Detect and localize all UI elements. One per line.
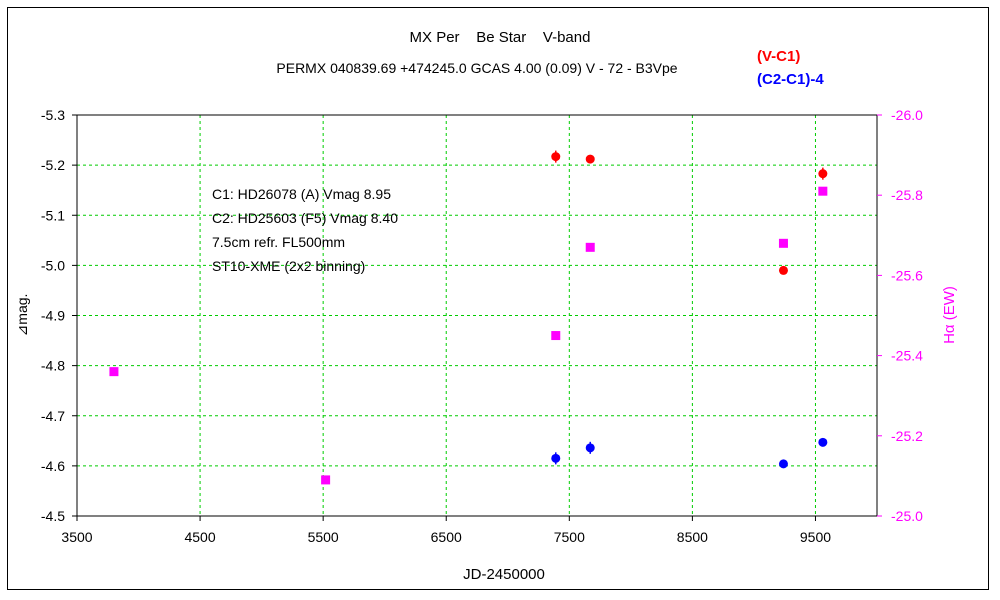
annotation-camera: ST10-XME (2x2 binning) [212, 258, 365, 274]
x-tick-label: 3500 [61, 529, 92, 545]
data-point [585, 242, 595, 252]
annotation-c2: C2: HD25603 (F5) Vmag 8.40 [212, 210, 398, 226]
y-tick-label: -5.0 [41, 257, 65, 273]
data-point [778, 459, 788, 469]
y-tick-label: -5.2 [41, 157, 65, 173]
grid [77, 115, 877, 516]
y2-axis-label: Hα (EW) [941, 286, 958, 344]
chart-subtitle: PERMX 040839.69 +474245.0 GCAS 4.00 (0.0… [276, 60, 677, 76]
data-point [551, 152, 561, 162]
y-tick-label: -4.5 [41, 508, 65, 524]
ticks: 3500 4500 5500 6500 7500 8500 9500 -5.3 -5.2 -5.1… [41, 107, 923, 545]
data-point [818, 169, 828, 179]
data-point [109, 367, 119, 377]
y-tick-label: -4.7 [41, 408, 65, 424]
annotation-c1: C1: HD26078 (A) Vmag 8.95 [212, 186, 391, 202]
x-axis-label: JD-2450000 [463, 566, 545, 583]
x-tick-label: 6500 [431, 529, 462, 545]
x-tick-label: 4500 [184, 529, 215, 545]
y2-tick-label: -25.6 [891, 267, 923, 283]
y2-tick-label: -25.8 [891, 187, 923, 203]
y-tick-label: -4.8 [41, 358, 65, 374]
data-point [321, 475, 331, 485]
chart-title: MX Per Be Star V-band [410, 29, 591, 46]
data-point [585, 443, 595, 453]
legend-entry-c2-c1: (C2-C1)-4 [757, 71, 824, 88]
data-point [778, 265, 788, 275]
chart-frame [7, 7, 989, 590]
data-point [778, 238, 788, 248]
data-point [585, 154, 595, 164]
y-tick-label: -5.3 [41, 107, 65, 123]
x-tick-label: 5500 [308, 529, 339, 545]
data-point [551, 453, 561, 463]
data-point [818, 437, 828, 447]
data-marks [109, 150, 828, 485]
y2-tick-label: -25.4 [891, 348, 923, 364]
x-tick-label: 9500 [800, 529, 831, 545]
x-tick-label: 8500 [677, 529, 708, 545]
x-tick-label: 7500 [554, 529, 585, 545]
y-tick-label: -4.6 [41, 458, 65, 474]
y-tick-label: -4.9 [41, 308, 65, 324]
legend-entry-v-c1: (V-C1) [757, 48, 800, 65]
y2-tick-label: -26.0 [891, 107, 923, 123]
y2-tick-label: -25.2 [891, 428, 923, 444]
y-axis-label: ⊿mag. [14, 294, 30, 337]
annotation-telescope: 7.5cm refr. FL500mm [212, 234, 345, 250]
data-point [551, 331, 561, 341]
y2-tick-label: -25.0 [891, 508, 923, 524]
data-point [818, 186, 828, 196]
y-tick-label: -5.1 [41, 207, 65, 223]
